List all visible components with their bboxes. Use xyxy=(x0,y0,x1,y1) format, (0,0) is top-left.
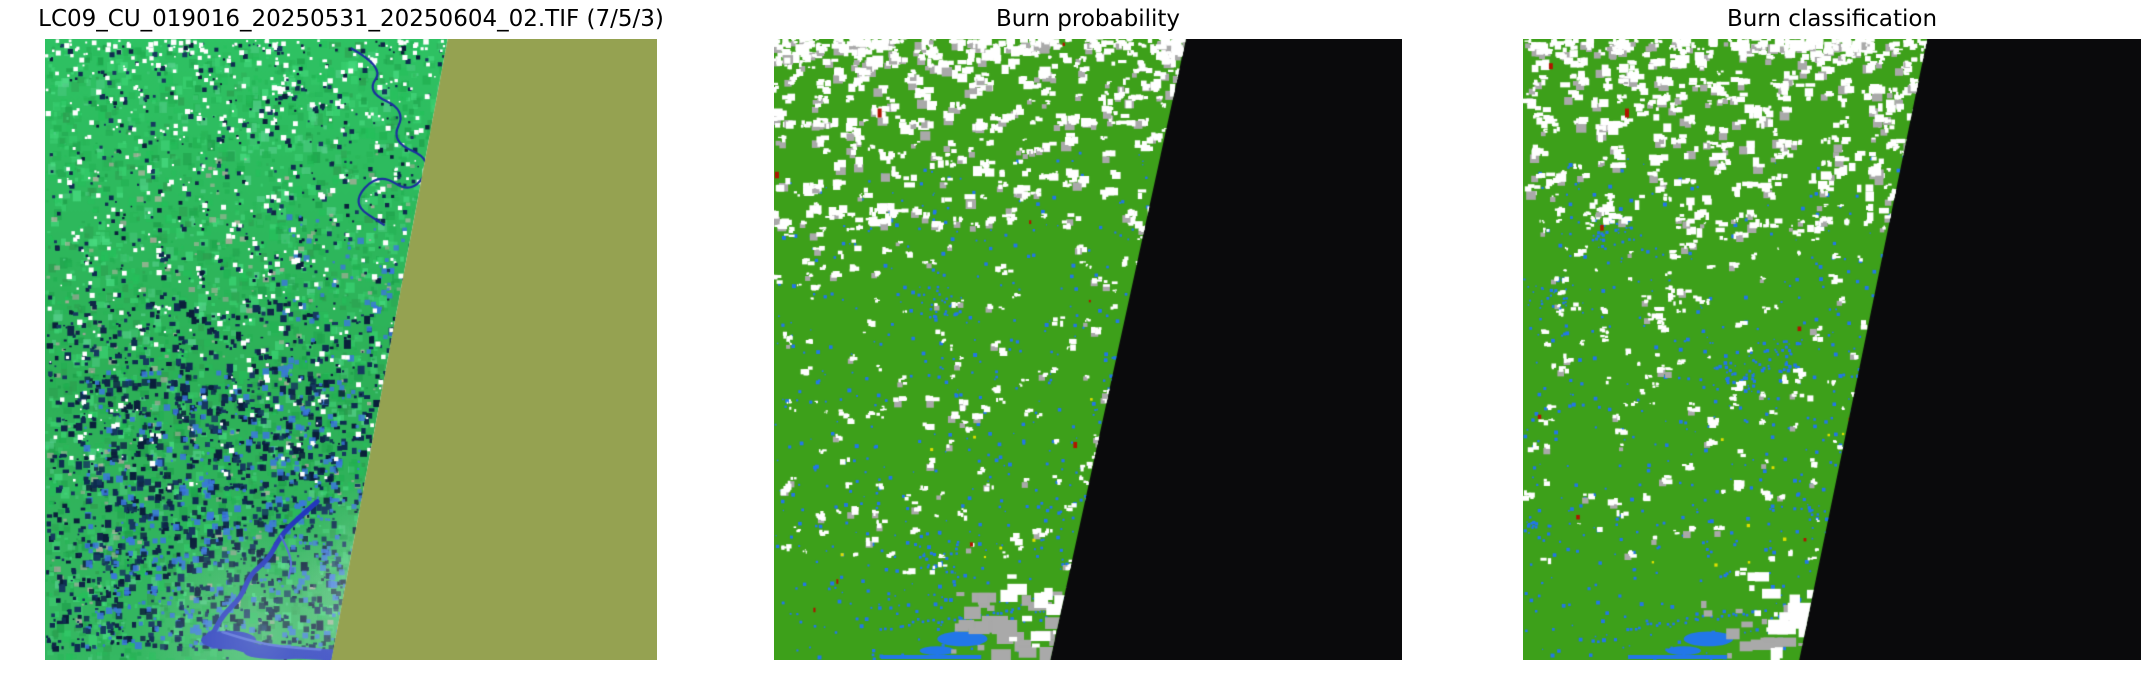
subplot-burn-probability xyxy=(774,39,1402,660)
subplot-title-burn-probability-text: Burn probability xyxy=(995,6,1180,32)
subplot-burn-classification xyxy=(1523,39,2141,660)
burn-classification-map xyxy=(1523,39,2141,660)
subplot-title-burn-classification-text: Burn classification xyxy=(1726,6,1938,32)
subplot-title-satellite: LC09_CU_019016_20250531_20250604_02.TIF … xyxy=(38,5,664,38)
satellite-false-color-image xyxy=(45,39,657,660)
subplot-satellite xyxy=(45,39,657,660)
subplot-title-satellite-text: LC09_CU_019016_20250531_20250604_02.TIF … xyxy=(38,6,664,32)
subplot-title-burn-classification: Burn classification xyxy=(1523,5,2141,38)
subplot-title-burn-probability: Burn probability xyxy=(774,5,1402,38)
burn-probability-map xyxy=(774,39,1402,660)
